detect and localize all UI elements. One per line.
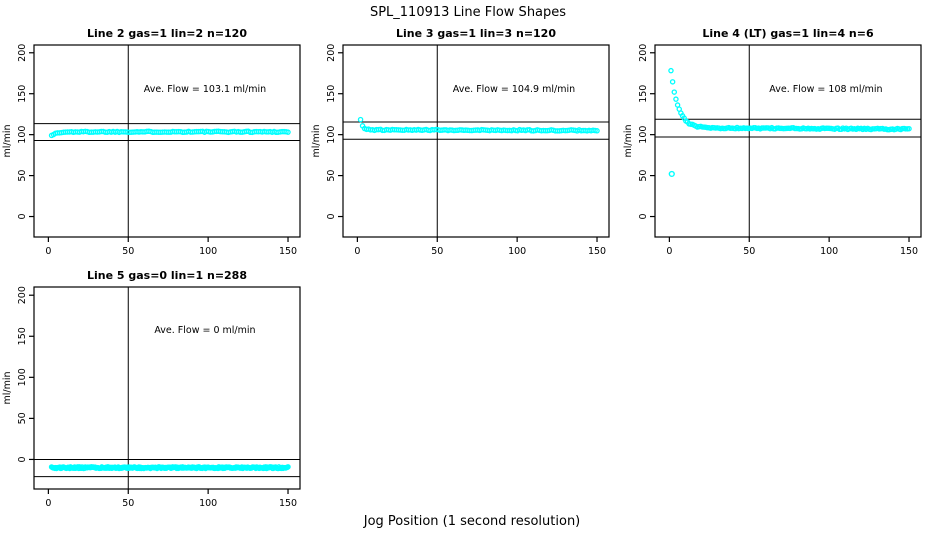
y-tick-label: 100 <box>638 126 649 144</box>
data-point <box>285 129 291 135</box>
y-tick-label: 200 <box>17 44 28 62</box>
y-tick-label: 100 <box>17 126 28 144</box>
y-tick-label: 100 <box>326 126 337 144</box>
ave-flow-annotation: Ave. Flow = 103.1 ml/min <box>144 84 266 95</box>
y-axis-label: ml/min <box>311 124 322 157</box>
panel-title: Line 5 gas=0 lin=1 n=288 <box>87 269 247 282</box>
data-point <box>906 125 912 132</box>
y-axis-label: ml/min <box>2 124 13 157</box>
subplot-panels: 0 50 100 150 0 50 100 150 200 ml/min Line 2 gas=1 … <box>2 27 922 509</box>
x-tick-label: 150 <box>588 246 606 257</box>
x-tick-label: 50 <box>743 246 755 257</box>
ave-flow-annotation: Ave. Flow = 0 ml/min <box>154 325 255 336</box>
data-points <box>357 116 600 134</box>
y-tick-label: 150 <box>17 327 28 345</box>
x-tick-label: 50 <box>122 498 134 509</box>
figure-main-title: SPL_110913 Line Flow Shapes <box>370 5 566 20</box>
x-tick-label: 100 <box>199 498 217 509</box>
x-tick-label: 150 <box>279 498 297 509</box>
y-axis-label: ml/min <box>2 371 13 404</box>
plot-box <box>33 44 301 238</box>
panel-title: Line 4 (LT) gas=1 lin=4 n=6 <box>702 27 874 40</box>
y-tick-label: 0 <box>638 214 649 220</box>
plot-box <box>33 286 301 490</box>
y-tick-label: 50 <box>326 170 337 182</box>
data-point <box>285 464 291 470</box>
data-point <box>357 116 364 123</box>
x-tick-label: 150 <box>900 246 918 257</box>
data-point <box>668 67 674 74</box>
data-points <box>48 128 291 139</box>
panel-title: Line 3 gas=1 lin=3 n=120 <box>396 27 556 40</box>
y-tick-label: 0 <box>17 214 28 220</box>
x-tick-label: 0 <box>45 246 51 257</box>
y-tick-label: 100 <box>17 368 28 386</box>
outlier-point <box>668 170 675 178</box>
ave-flow-annotation: Ave. Flow = 108 ml/min <box>769 84 882 95</box>
panel-2: 0 50 100 150 0 50 100 150 200 ml/min Line 3 gas=1 … <box>311 27 610 257</box>
y-tick-label: 150 <box>638 85 649 103</box>
y-axis-label: ml/min <box>623 124 634 157</box>
data-point <box>671 89 678 95</box>
x-tick-label: 50 <box>431 246 443 257</box>
x-tick-label: 100 <box>199 246 217 257</box>
panel-4: 0 50 100 150 0 50 100 150 200 ml/min Line 5 gas=0 … <box>2 269 301 509</box>
data-point <box>673 96 679 102</box>
y-tick-label: 200 <box>326 44 337 62</box>
panel-1: 0 50 100 150 0 50 100 150 200 ml/min Line 2 gas=1 … <box>2 27 301 257</box>
x-tick-label: 0 <box>666 246 672 257</box>
y-tick-label: 150 <box>326 85 337 103</box>
y-tick-label: 50 <box>638 170 649 182</box>
y-tick-label: 50 <box>17 170 28 182</box>
y-tick-label: 150 <box>17 85 28 103</box>
x-tick-label: 0 <box>354 246 360 257</box>
x-tick-label: 0 <box>45 498 51 509</box>
panel-title: Line 2 gas=1 lin=2 n=120 <box>87 27 247 40</box>
y-tick-label: 200 <box>17 286 28 304</box>
panel-3: 0 50 100 150 0 50 100 150 200 ml/min Line 4 (LT) g… <box>623 27 922 257</box>
y-tick-label: 0 <box>326 214 337 220</box>
data-point <box>669 79 676 85</box>
y-tick-label: 0 <box>17 456 28 462</box>
data-points <box>668 67 912 178</box>
data-point <box>594 128 600 134</box>
x-tick-label: 150 <box>279 246 297 257</box>
y-tick-label: 50 <box>17 412 28 424</box>
data-points <box>48 464 291 472</box>
ave-flow-annotation: Ave. Flow = 104.9 ml/min <box>453 84 575 95</box>
plot-box <box>342 44 610 238</box>
x-tick-label: 100 <box>820 246 838 257</box>
y-tick-label: 200 <box>638 44 649 62</box>
plot-box <box>654 44 922 238</box>
x-tick-label: 100 <box>508 246 526 257</box>
x-tick-label: 50 <box>122 246 134 257</box>
figure-x-axis-label: Jog Position (1 second resolution) <box>363 514 581 529</box>
